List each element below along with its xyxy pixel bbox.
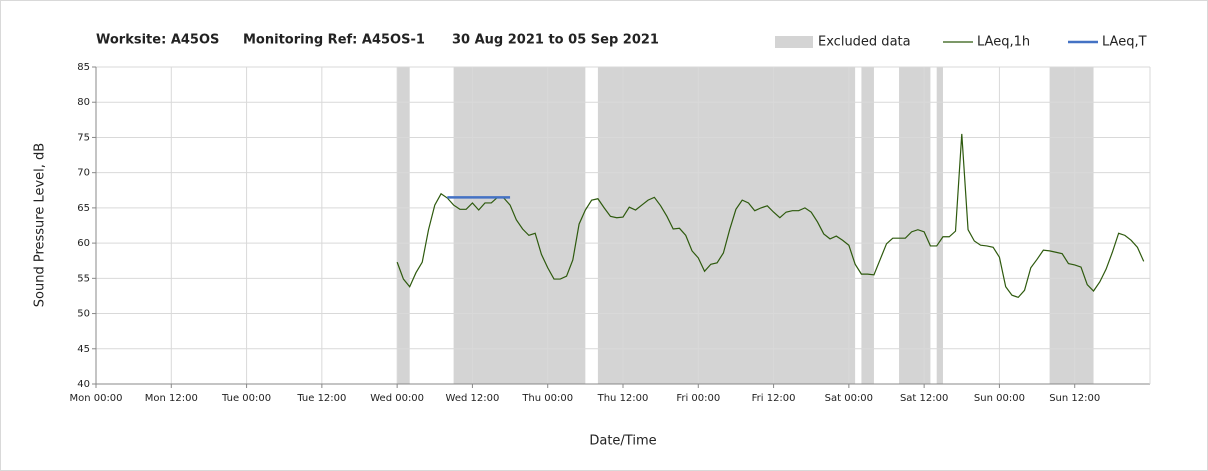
y-tick-label: 85 xyxy=(77,62,90,73)
legend-label: LAeq,T xyxy=(1102,35,1147,50)
x-tick-label: Tue 12:00 xyxy=(296,393,346,404)
x-tick-label: Sun 12:00 xyxy=(1049,393,1100,404)
y-tick-label: 40 xyxy=(77,379,90,390)
x-tick-label: Mon 00:00 xyxy=(69,393,122,404)
x-tick-label: Sun 00:00 xyxy=(974,393,1025,404)
x-tick-label: Wed 12:00 xyxy=(446,393,500,404)
y-tick-label: 70 xyxy=(77,168,90,179)
x-tick-label: Tue 00:00 xyxy=(221,393,271,404)
y-tick-label: 75 xyxy=(77,132,90,143)
excluded-band xyxy=(397,67,410,384)
chart-title: 30 Aug 2021 to 05 Sep 2021 xyxy=(452,33,659,48)
x-tick-label: Thu 12:00 xyxy=(597,393,649,404)
x-axis-label: Date/Time xyxy=(589,434,656,449)
y-tick-label: 50 xyxy=(77,309,90,320)
legend-swatch xyxy=(775,36,813,48)
series-line xyxy=(396,133,1145,299)
excluded-band xyxy=(936,67,943,384)
legend-label: LAeq,1h xyxy=(977,35,1030,50)
y-axis-label: Sound Pressure Level, dB xyxy=(33,143,48,307)
excluded-band xyxy=(1049,67,1094,384)
y-tick-label: 45 xyxy=(77,344,90,355)
legend-label: Excluded data xyxy=(818,35,911,50)
x-tick-label: Wed 00:00 xyxy=(370,393,424,404)
excluded-band xyxy=(597,67,856,384)
excluded-band xyxy=(899,67,931,384)
chart-title: Worksite: A45OS xyxy=(96,33,219,48)
x-tick-label: Fri 00:00 xyxy=(676,393,720,404)
chart-title: Monitoring Ref: A45OS-1 xyxy=(243,33,425,48)
y-tick-label: 80 xyxy=(77,97,90,108)
y-tick-label: 65 xyxy=(77,203,90,214)
x-tick-label: Thu 00:00 xyxy=(521,393,573,404)
x-tick-label: Mon 12:00 xyxy=(145,393,198,404)
x-tick-label: Fri 12:00 xyxy=(752,393,796,404)
y-tick-label: 60 xyxy=(77,238,90,249)
x-tick-label: Sat 12:00 xyxy=(900,393,948,404)
excluded-band xyxy=(861,67,874,384)
y-tick-label: 55 xyxy=(77,273,90,284)
x-tick-label: Sat 00:00 xyxy=(825,393,873,404)
